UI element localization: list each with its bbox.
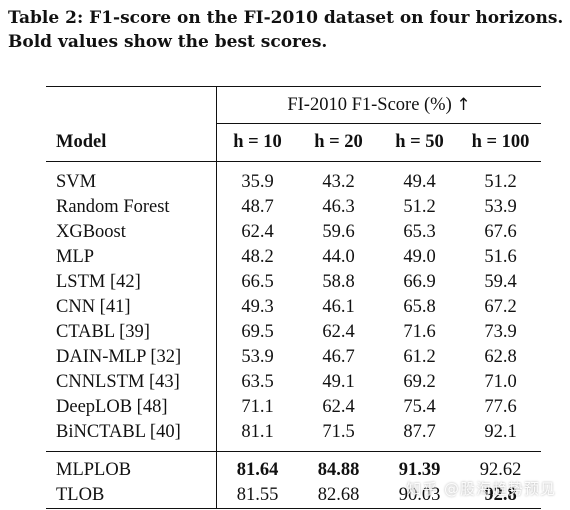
score-cell: 92.1	[484, 422, 517, 442]
score-cell: 65.8	[403, 297, 436, 317]
group-header: FI-2010 F1-Score (%) ↑	[216, 86, 541, 124]
table-row: MLPLOB 81.64 84.88 91.39 92.62	[46, 451, 541, 483]
up-arrow-icon: ↑	[456, 94, 471, 115]
score-cell: 91.39	[379, 451, 460, 483]
table-row: SVM 35.9 43.2 49.4 51.2	[46, 161, 541, 195]
score-cell: 66.9	[403, 272, 436, 292]
score-cell: 62.8	[484, 347, 517, 367]
score-cell: 43.2	[298, 161, 379, 195]
table-row: CTABL [39] 69.5 62.4 71.6 73.9	[46, 320, 541, 345]
score-cell: 75.4	[403, 397, 436, 417]
column-header-h20: h = 20	[314, 132, 363, 152]
score-cell: 87.7	[403, 422, 436, 442]
score-cell: 71.1	[241, 397, 274, 417]
score-cell: 53.9	[241, 347, 274, 367]
table-caption: Table 2: F1-score on the FI-2010 dataset…	[8, 8, 564, 52]
watermark: 知乎 @股海趋势预见	[406, 480, 556, 498]
model-name-cell: SVM	[46, 161, 217, 195]
score-cell: 48.7	[241, 197, 274, 217]
model-name-cell: XGBoost	[46, 220, 217, 245]
model-name-cell: MLPLOB	[46, 451, 217, 483]
baseline-rows: SVM 35.9 43.2 49.4 51.2 Random Forest 48.7 46.3…	[46, 161, 541, 452]
column-header-h100: h = 100	[471, 132, 530, 152]
model-name-cell: LSTM [42]	[46, 270, 217, 295]
column-header-model: Model	[46, 123, 217, 162]
score-cell: 61.2	[403, 347, 436, 367]
empty-corner-cell	[46, 86, 217, 124]
score-cell: 71.0	[484, 372, 517, 392]
score-cell: 46.7	[322, 347, 355, 367]
proposed-rows: MLPLOB 81.64 84.88 91.39 92.62 TLOB 81.55 82.68…	[46, 451, 541, 509]
score-cell: 66.5	[241, 272, 274, 292]
model-name-cell: DeepLOB [48]	[46, 395, 217, 420]
model-name-cell: Random Forest	[46, 195, 217, 220]
score-cell: 63.5	[241, 372, 274, 392]
score-cell: 49.1	[322, 372, 355, 392]
score-cell: 51.6	[484, 247, 517, 267]
score-cell: 71.6	[403, 322, 436, 342]
score-cell: 49.3	[241, 297, 274, 317]
table-row: Random Forest 48.7 46.3 51.2 53.9	[46, 195, 541, 220]
score-cell: 35.9	[216, 161, 298, 195]
score-cell: 49.4	[379, 161, 460, 195]
score-cell: 46.3	[322, 197, 355, 217]
model-name-cell: TLOB	[46, 483, 217, 509]
score-cell: 49.0	[403, 247, 436, 267]
score-cell: 62.4	[322, 397, 355, 417]
table-row: DeepLOB [48] 71.1 62.4 75.4 77.6	[46, 395, 541, 420]
score-cell: 81.55	[216, 483, 298, 509]
score-cell: 67.6	[484, 222, 517, 242]
table-row: BiNCTABL [40] 81.1 71.5 87.7 92.1	[46, 420, 541, 452]
score-cell: 59.4	[484, 272, 517, 292]
score-cell: 77.6	[484, 397, 517, 417]
score-cell: 90.03	[379, 483, 460, 509]
table-row: CNN [41] 49.3 46.1 65.8 67.2	[46, 295, 541, 320]
column-header-h50: h = 50	[395, 132, 444, 152]
model-name-cell: BiNCTABL [40]	[46, 420, 217, 452]
table-row: LSTM [42] 66.5 58.8 66.9 59.4	[46, 270, 541, 295]
score-cell: 81.64	[216, 451, 298, 483]
model-name-cell: CTABL [39]	[46, 320, 217, 345]
score-cell: 69.5	[241, 322, 274, 342]
score-cell: 46.1	[322, 297, 355, 317]
results-table: FI-2010 F1-Score (%) ↑ Model h = 10 h = …	[46, 86, 541, 509]
table-row: CNNLSTM [43] 63.5 49.1 69.2 71.0	[46, 370, 541, 395]
model-name-cell: MLP	[46, 245, 217, 270]
score-cell: 59.6	[322, 222, 355, 242]
score-cell: 81.1	[241, 422, 274, 442]
score-cell: 53.9	[484, 197, 517, 217]
column-header-h10: h = 10	[233, 132, 282, 152]
model-name-cell: DAIN-MLP [32]	[46, 345, 217, 370]
score-cell: 51.2	[460, 161, 541, 195]
model-name-cell: CNN [41]	[46, 295, 217, 320]
table-row: MLP 48.2 44.0 49.0 51.6	[46, 245, 541, 270]
table-row: TLOB 81.55 82.68 90.03 92.8	[46, 483, 541, 509]
score-cell: 44.0	[322, 247, 355, 267]
score-cell: 92.62	[460, 451, 541, 483]
score-cell: 84.88	[298, 451, 379, 483]
table-row: DAIN-MLP [32] 53.9 46.7 61.2 62.8	[46, 345, 541, 370]
score-cell: 51.2	[403, 197, 436, 217]
score-cell: 82.68	[298, 483, 379, 509]
score-cell: 62.4	[322, 322, 355, 342]
score-cell: 69.2	[403, 372, 436, 392]
score-cell: 58.8	[322, 272, 355, 292]
score-cell: 67.2	[484, 297, 517, 317]
model-name-cell: CNNLSTM [43]	[46, 370, 217, 395]
score-cell: 71.5	[322, 422, 355, 442]
score-cell: 48.2	[241, 247, 274, 267]
score-cell: 62.4	[241, 222, 274, 242]
score-cell: 73.9	[484, 322, 517, 342]
score-cell: 92.8	[460, 483, 541, 509]
group-header-label: FI-2010 F1-Score (%)	[287, 94, 452, 115]
score-cell: 65.3	[403, 222, 436, 242]
table-row: XGBoost 62.4 59.6 65.3 67.6	[46, 220, 541, 245]
